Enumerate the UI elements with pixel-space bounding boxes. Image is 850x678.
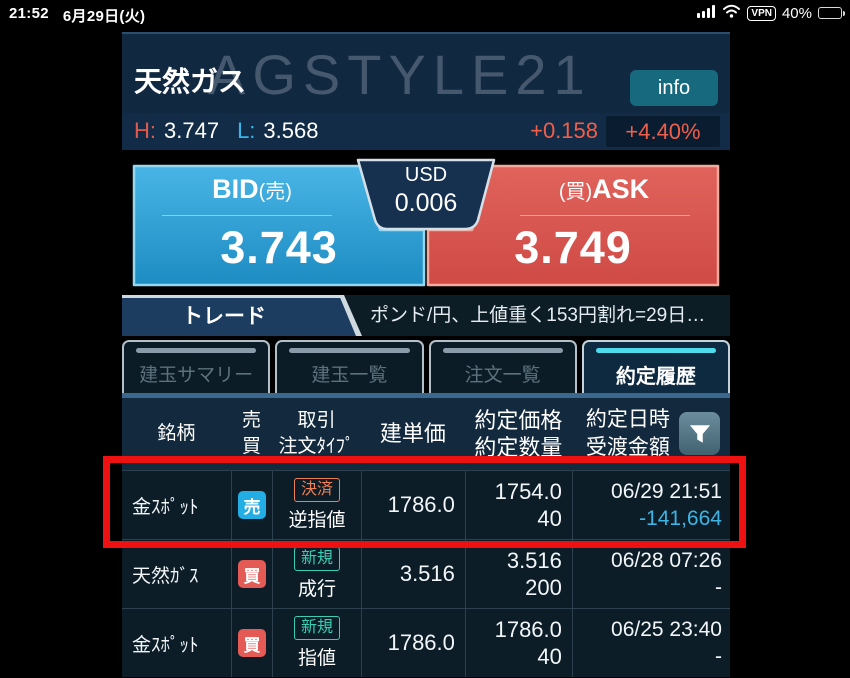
signal-bars-icon: [697, 4, 716, 22]
ask-price[interactable]: 3.749: [514, 222, 632, 273]
ask-side-word: (買): [558, 181, 593, 203]
ask-button-label[interactable]: (買)ASK: [490, 174, 718, 205]
bid-side-word: (売): [258, 181, 292, 203]
status-bar: 21:52 6月29日(火) VPN 40%: [0, 0, 850, 28]
instrument-name: 天然ガス: [134, 66, 247, 97]
buy-badge: 買: [238, 560, 266, 588]
news-ticker[interactable]: ポンド/円、上値重く153円割れ=29日…: [370, 305, 706, 326]
row-symbol: 天然ｶﾞｽ: [132, 565, 199, 587]
ask-divider-line: [520, 215, 690, 216]
exec-price-qty: 1786.0 40: [464, 609, 572, 677]
divider: [122, 289, 730, 295]
divider: [122, 150, 730, 158]
app-panel: AGSTYLE21 天然ガス info H: 3.747 L: 3.568 +0…: [122, 32, 730, 678]
sub-tab-bar: 建玉サマリー 建玉一覧 注文一覧 約定履歴: [122, 340, 730, 393]
ask-word: ASK: [592, 174, 650, 204]
date-amount: 06/29 21:51 -141,664: [571, 471, 730, 539]
settlement-amount: -: [714, 645, 722, 668]
trade-ticker-row: トレード ポンド/円、上値重く153円割れ=29日…: [122, 295, 730, 336]
currency-label: USD: [404, 164, 448, 186]
app-header: AGSTYLE21 天然ガス info: [122, 32, 730, 113]
battery-percent: 40%: [781, 4, 812, 22]
col-side: 売 買: [241, 410, 261, 457]
trade-type-badge: 決済: [294, 478, 341, 502]
clock: 21:52: [9, 5, 49, 22]
tab-position-summary[interactable]: 建玉サマリー: [122, 340, 271, 393]
funnel-icon: [689, 424, 710, 443]
bid-word: BID: [212, 174, 259, 204]
date-amount: 06/25 23:40 -: [571, 609, 730, 677]
row-symbol: 金ｽﾎﾟｯﾄ: [132, 634, 199, 656]
divider: [122, 336, 730, 340]
open-price: 3.516: [360, 540, 465, 608]
bid-button-label[interactable]: BID(売): [142, 174, 362, 205]
vpn-badge: VPN: [747, 5, 776, 21]
exec-price-qty: 3.516 200: [464, 540, 572, 608]
bid-ask-shapes: [132, 158, 720, 287]
high-value: 3.747: [164, 118, 220, 143]
change-percent-badge: +4.40%: [606, 116, 720, 147]
tab-label: 注文一覧: [464, 365, 541, 386]
execution-row[interactable]: 金ｽﾎﾟｯﾄ 売 決済 逆指値 1786.0 1754.0 40 06/29 2…: [122, 470, 730, 539]
settlement-amount: -141,664: [639, 507, 722, 530]
bid-price[interactable]: 3.743: [220, 222, 338, 273]
trade-tab-label: トレード: [122, 297, 356, 336]
open-price: 1786.0: [360, 609, 465, 677]
bid-ask-board: BID(売) 3.743 USD 0.006 (買)ASK 3.749: [122, 158, 730, 289]
execution-row[interactable]: 天然ｶﾞｽ 買 新規 成行 3.516 3.516 200 06/28 07:2…: [122, 539, 730, 608]
buy-badge: 買: [238, 629, 266, 657]
table-header: 銘柄 売 買 取引 注文ﾀｲﾌﾟ 建単価 約定価格 約定数量 約定日時 受渡金額: [122, 398, 730, 470]
filter-button[interactable]: [679, 412, 720, 455]
col-symbol: 銘柄: [157, 423, 196, 445]
tab-indicator: [595, 348, 716, 353]
execution-row[interactable]: 金ｽﾎﾟｯﾄ 買 新規 指値 1786.0 1786.0 40 06/25 23…: [122, 608, 730, 677]
tab-label: 約定履歴: [615, 366, 696, 388]
col-exec: 約定価格 約定数量: [474, 407, 563, 461]
date-amount: 06/28 07:26 -: [571, 540, 730, 608]
sell-badge: 売: [238, 491, 266, 519]
settlement-amount: -: [714, 576, 722, 599]
tab-separator: [122, 393, 730, 398]
tab-indicator: [289, 348, 410, 353]
tab-indicator: [136, 348, 257, 353]
status-date: 6月29日(火): [62, 8, 146, 25]
app-watermark: AGSTYLE21: [208, 43, 592, 106]
bid-divider-line: [162, 215, 332, 216]
col-date-amount: 約定日時 受渡金額: [585, 407, 670, 459]
exec-price-qty: 1754.0 40: [464, 471, 572, 539]
col-type: 取引 注文ﾀｲﾌﾟ: [278, 410, 355, 457]
wifi-icon: [722, 4, 741, 22]
order-type: 逆指値: [288, 510, 346, 531]
info-button[interactable]: info: [630, 70, 718, 106]
trade-tab[interactable]: トレード: [122, 295, 362, 336]
change-value: +0.158: [530, 118, 598, 143]
col-open-price: 建単価: [379, 421, 446, 447]
tab-position-list[interactable]: 建玉一覧: [275, 340, 424, 393]
quote-summary-row: H: 3.747 L: 3.568 +0.158 +4.40%: [122, 113, 730, 150]
trade-type-badge: 新規: [294, 616, 341, 640]
open-price: 1786.0: [360, 471, 465, 539]
order-type: 指値: [298, 648, 337, 669]
tab-order-list[interactable]: 注文一覧: [428, 340, 577, 393]
low-value: 3.568: [263, 118, 319, 143]
spread-box: USD 0.006: [374, 163, 478, 219]
high-label: H:: [134, 118, 156, 143]
order-type: 成行: [298, 579, 337, 600]
trade-type-badge: 新規: [294, 547, 341, 571]
spread-value: 0.006: [394, 189, 458, 217]
low-label: L:: [237, 118, 256, 143]
tab-indicator: [442, 348, 563, 353]
tab-label: 建玉サマリー: [139, 365, 254, 386]
row-symbol: 金ｽﾎﾟｯﾄ: [132, 496, 199, 518]
tab-label: 建玉一覧: [311, 365, 388, 386]
tab-execution-history[interactable]: 約定履歴: [581, 340, 730, 393]
battery-icon: [818, 7, 845, 19]
